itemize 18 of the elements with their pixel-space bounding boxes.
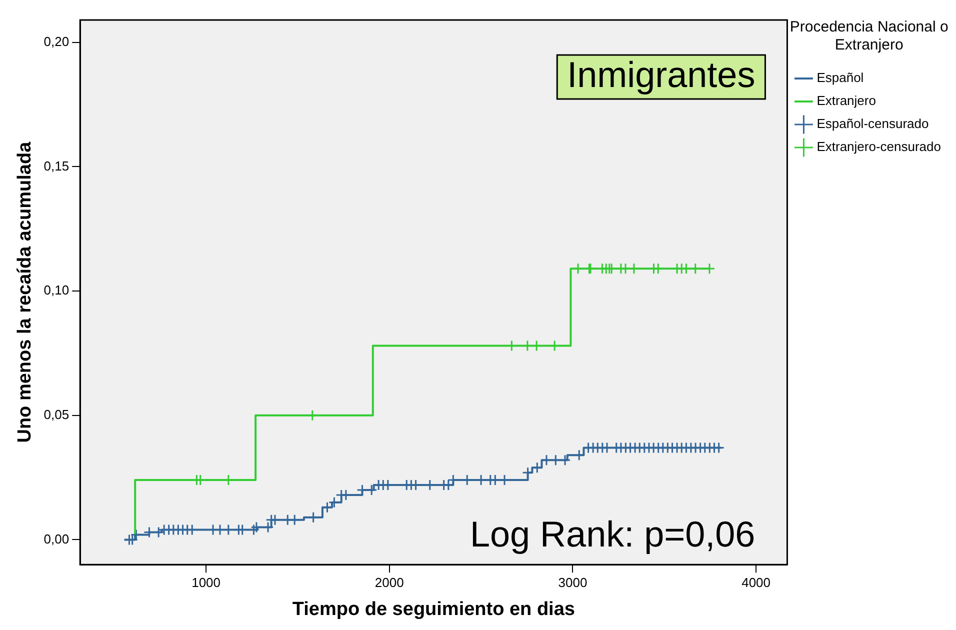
annotation: Inmigrantes bbox=[567, 54, 756, 95]
y-tick-label: 0,05 bbox=[44, 406, 70, 422]
x-axis-title: Tiempo de seguimiento en dias bbox=[292, 598, 575, 620]
y-tick-label: 0,10 bbox=[44, 282, 70, 298]
annotation: Log Rank: p=0,06 bbox=[470, 514, 756, 555]
x-tick-label: 1000 bbox=[192, 574, 221, 590]
x-tick-label: 2000 bbox=[374, 574, 404, 590]
y-tick-label: 0,20 bbox=[44, 34, 70, 49]
legend-label: Español bbox=[816, 70, 864, 86]
y-axis-title: Uno menos la recaída acumulada bbox=[14, 141, 36, 443]
x-tick-label: 4000 bbox=[742, 574, 771, 590]
legend-label: Extranjero bbox=[816, 93, 876, 108]
legend-label: Español-censurado bbox=[816, 116, 929, 132]
legend-title: Procedencia Nacional o Extranjero bbox=[790, 18, 948, 54]
y-tick-label: 0,15 bbox=[44, 158, 70, 174]
y-tick-label: 0,00 bbox=[44, 531, 70, 546]
x-tick-label: 3000 bbox=[558, 574, 588, 590]
legend-label: Extranjero-censurado bbox=[816, 139, 942, 154]
